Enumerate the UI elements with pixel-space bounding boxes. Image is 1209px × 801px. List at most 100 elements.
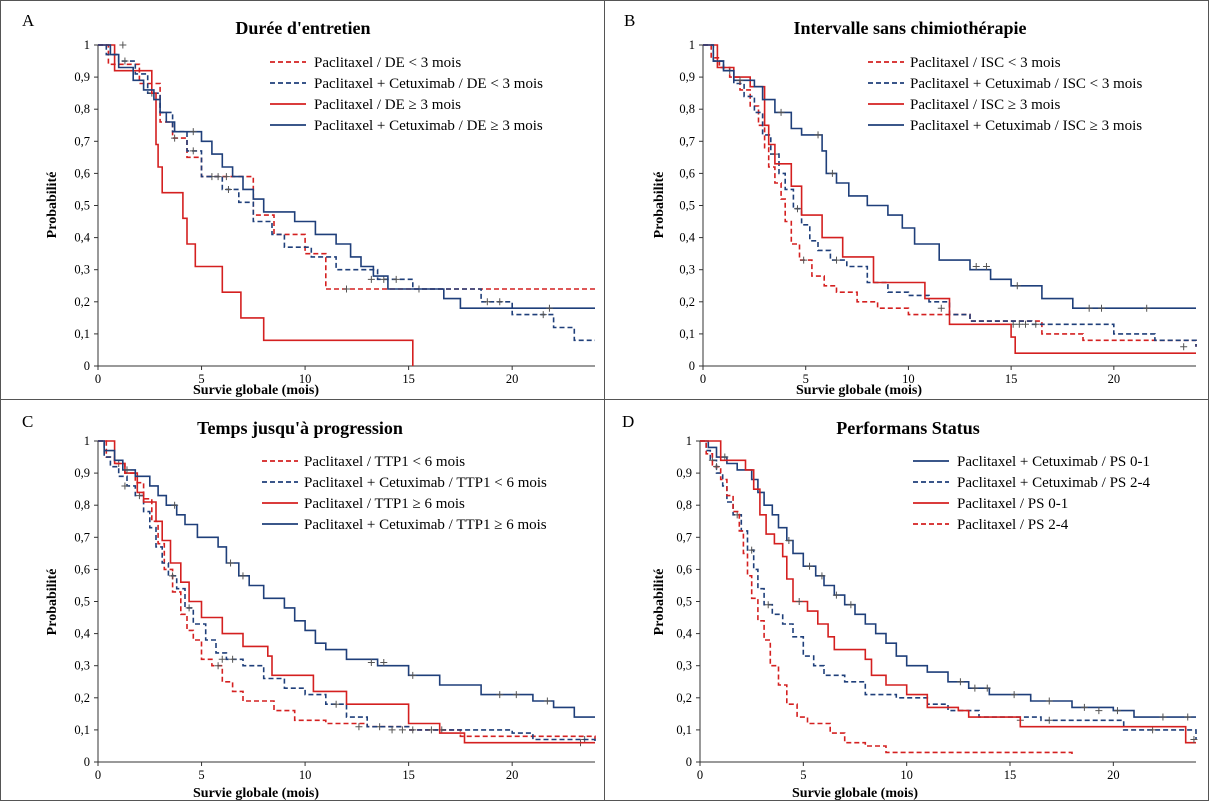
x-tick-label-c: 10 bbox=[299, 768, 312, 782]
y-axis-label-c: Probabilité bbox=[45, 569, 60, 636]
censor-mark-c-1 bbox=[355, 723, 363, 731]
x-tick-label-d: 15 bbox=[1004, 768, 1017, 782]
y-tick-label-b: 0,9 bbox=[679, 70, 695, 84]
x-tick-label-a: 0 bbox=[95, 372, 101, 386]
censor-mark-d-0 bbox=[785, 537, 793, 545]
y-tick-label-a: 0,3 bbox=[74, 263, 90, 277]
y-tick-label-c: 1 bbox=[84, 434, 90, 448]
y-tick-label-a: 0 bbox=[84, 359, 90, 373]
panel-a: A Durée d'entretien Probabilité Survie g… bbox=[22, 11, 595, 398]
y-tick-label-b: 0,6 bbox=[679, 166, 695, 180]
x-tick-label-b: 15 bbox=[1005, 372, 1018, 386]
y-tick-label-a: 0,4 bbox=[74, 231, 90, 245]
x-tick-label-b: 0 bbox=[700, 372, 706, 386]
censor-mark-d-0 bbox=[721, 453, 729, 461]
y-axis-label-a: Probabilité bbox=[45, 172, 60, 239]
x-tick-label-c: 0 bbox=[95, 768, 101, 782]
x-tick-label-d: 10 bbox=[900, 768, 913, 782]
km-curve-b-0 bbox=[703, 44, 1197, 347]
legend-label-c-1: Paclitaxel + Cetuximab / TTP1 < 6 mois bbox=[304, 475, 547, 491]
censor-mark-b-3 bbox=[1143, 304, 1151, 312]
censor-mark-d-0 bbox=[1010, 691, 1018, 699]
censor-mark-d-1 bbox=[764, 601, 772, 609]
censor-mark-d-0 bbox=[1184, 713, 1192, 721]
legend-label-c-3: Paclitaxel + Cetuximab / TTP1 ≥ 6 mois bbox=[304, 517, 547, 533]
y-tick-label-a: 0,5 bbox=[74, 199, 90, 213]
x-axis-label-d: Survie globale (mois) bbox=[792, 786, 918, 801]
y-tick-label-d: 0,2 bbox=[676, 691, 692, 705]
y-tick-label-d: 1 bbox=[686, 434, 692, 448]
censor-mark-d-3 bbox=[713, 463, 721, 471]
km-curve-b-1 bbox=[703, 44, 1197, 347]
y-tick-label-d: 0,9 bbox=[676, 466, 692, 480]
censor-mark-a-1 bbox=[496, 298, 504, 306]
y-tick-label-c: 0,7 bbox=[74, 530, 90, 544]
censor-mark-d-2 bbox=[795, 598, 803, 605]
x-axis-label-a: Survie globale (mois) bbox=[193, 383, 319, 398]
y-tick-label-c: 0,8 bbox=[74, 498, 90, 512]
censor-mark-a-0 bbox=[343, 285, 350, 293]
censor-mark-d-0 bbox=[1045, 697, 1053, 705]
x-tick-label-b: 10 bbox=[902, 372, 915, 386]
y-tick-label-a: 0,9 bbox=[74, 70, 90, 84]
x-tick-label-b: 5 bbox=[803, 372, 809, 386]
censor-mark-c-1 bbox=[409, 726, 417, 734]
panel-letter-b: B bbox=[624, 11, 635, 30]
km-curve-d-2 bbox=[700, 440, 1196, 744]
censor-mark-b-1 bbox=[1015, 320, 1023, 328]
censor-mark-d-0 bbox=[818, 572, 826, 580]
censor-mark-b-3 bbox=[777, 108, 785, 116]
x-axis-label-c: Survie globale (mois) bbox=[193, 786, 319, 801]
censor-mark-d-0 bbox=[1113, 707, 1121, 715]
y-tick-label-c: 0,5 bbox=[74, 595, 90, 609]
plot-area-c: 00,10,20,30,40,50,60,70,80,910 5 10 15 20 bbox=[74, 434, 596, 782]
censor-mark-b-3 bbox=[972, 262, 980, 270]
plot-area-b: 00,10,20,30,40,50,60,70,80,910 5 10 15 20 bbox=[679, 38, 1197, 386]
km-curve-a-2 bbox=[98, 44, 414, 366]
y-tick-label-d: 0,3 bbox=[676, 659, 692, 673]
censor-mark-a-1 bbox=[224, 185, 232, 193]
y-tick-label-b: 0,4 bbox=[679, 231, 695, 245]
y-tick-label-c: 0,6 bbox=[74, 562, 90, 576]
censor-mark-c-3 bbox=[367, 658, 375, 666]
censor-mark-d-0 bbox=[847, 601, 855, 609]
y-tick-label-b: 0,8 bbox=[679, 102, 695, 116]
x-tick-label-d: 5 bbox=[800, 768, 806, 782]
censor-mark-c-1 bbox=[135, 492, 143, 500]
censor-mark-d-1 bbox=[1149, 726, 1157, 734]
km-curve-a-0 bbox=[98, 44, 595, 290]
censor-mark-a-1 bbox=[539, 311, 547, 319]
legend-label-d-3: Paclitaxel / PS 2-4 bbox=[957, 517, 1069, 533]
censor-mark-c-0 bbox=[214, 662, 222, 670]
y-tick-label-d: 0,4 bbox=[676, 627, 692, 641]
censor-mark-a-0 bbox=[171, 134, 179, 142]
y-tick-label-a: 0,7 bbox=[74, 134, 90, 148]
censor-mark-c-3 bbox=[380, 658, 388, 666]
x-tick-label-a: 10 bbox=[299, 372, 312, 386]
panel-b: B Intervalle sans chimiothérapie Probabi… bbox=[624, 11, 1197, 398]
km-curve-c-2 bbox=[98, 440, 595, 744]
x-tick-label-a: 5 bbox=[198, 372, 204, 386]
panel-c: C Temps jusqu'à progression Probabilité … bbox=[22, 412, 596, 801]
y-tick-label-d: 0 bbox=[686, 755, 692, 769]
censor-mark-a-3 bbox=[222, 173, 230, 181]
chart-title-b: Intervalle sans chimiothérapie bbox=[794, 18, 1027, 38]
km-curve-c-1 bbox=[98, 440, 596, 743]
y-tick-label-d: 0,7 bbox=[676, 530, 692, 544]
y-tick-label-b: 1 bbox=[689, 38, 695, 52]
y-tick-label-d: 0,6 bbox=[676, 562, 692, 576]
censor-mark-d-0 bbox=[971, 684, 979, 692]
legend-label-b-1: Paclitaxel + Cetuximab / ISC < 3 mois bbox=[910, 76, 1142, 92]
censor-mark-a-1 bbox=[392, 275, 400, 283]
censor-mark-a-1 bbox=[483, 298, 491, 306]
legend-label-a-2: Paclitaxel / DE ≥ 3 mois bbox=[314, 97, 461, 113]
legend-label-d-2: Paclitaxel / PS 0-1 bbox=[957, 496, 1068, 512]
x-tick-label-d: 0 bbox=[697, 768, 703, 782]
y-tick-label-c: 0,3 bbox=[74, 659, 90, 673]
panel-letter-d: D bbox=[622, 412, 634, 431]
y-tick-label-c: 0,4 bbox=[74, 627, 90, 641]
x-tick-label-c: 20 bbox=[506, 768, 519, 782]
y-axis-label-d: Probabilité bbox=[652, 569, 667, 636]
censor-mark-c-1 bbox=[388, 726, 396, 734]
